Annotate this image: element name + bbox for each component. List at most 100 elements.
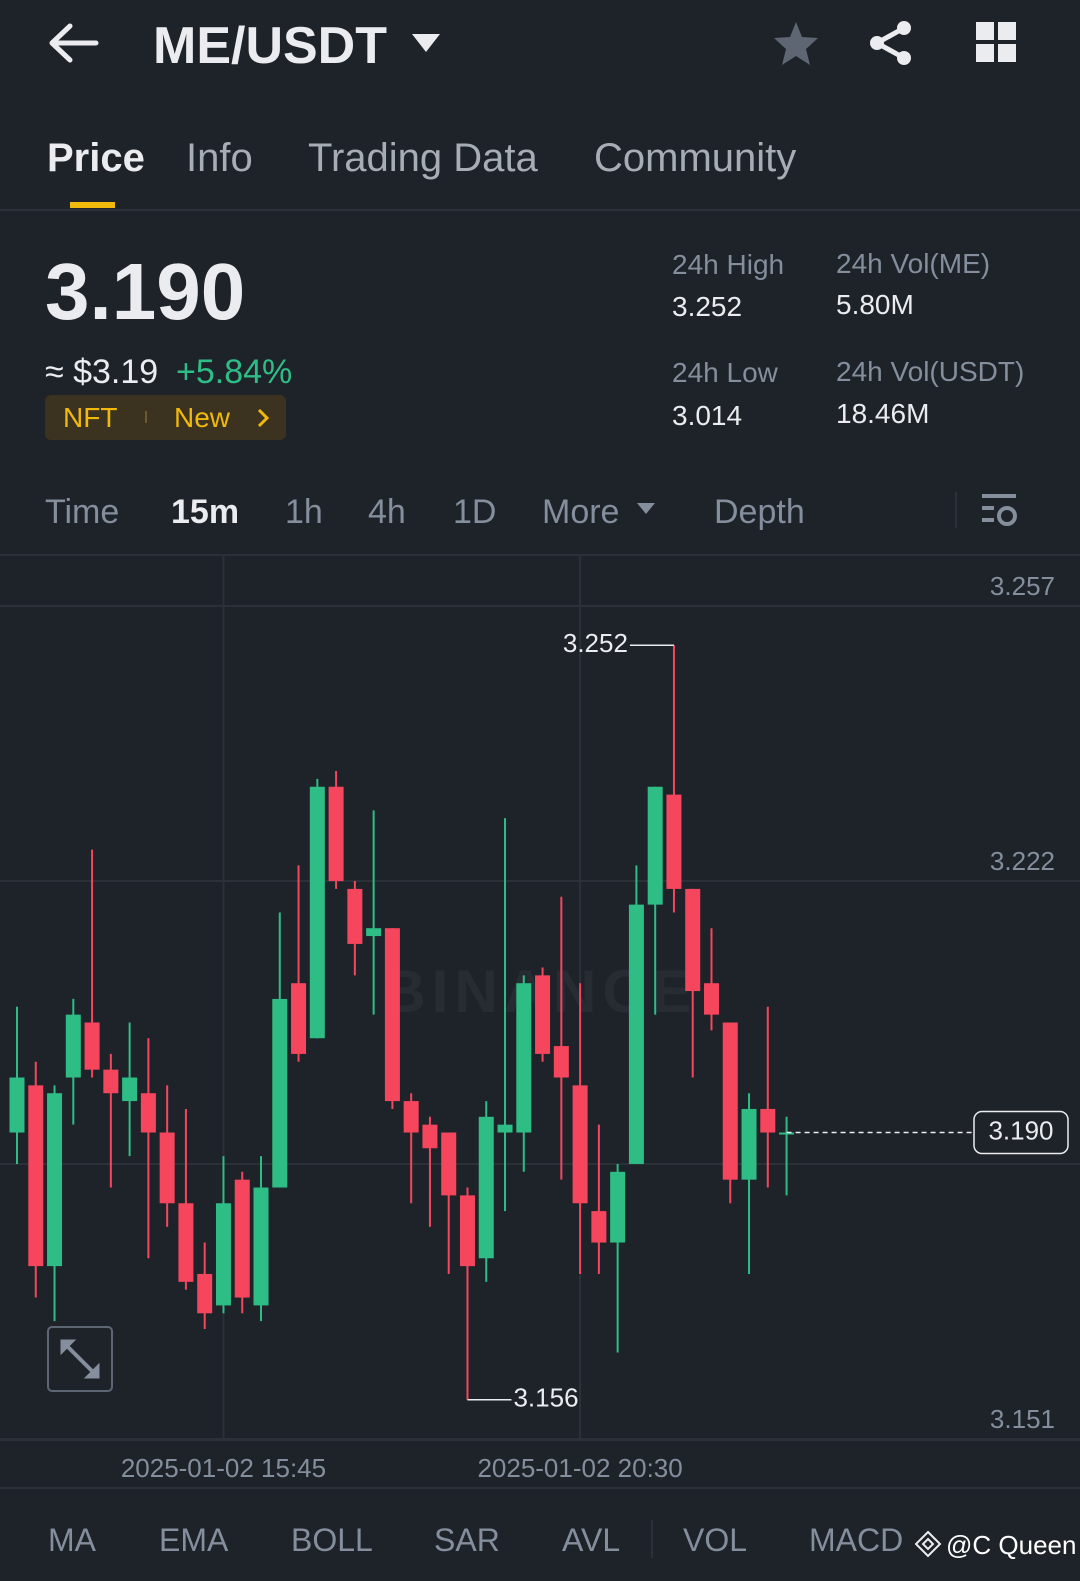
candle-body [628, 904, 644, 1164]
x-tick-label: 2025-01-02 20:30 [477, 1453, 682, 1483]
candle-body [741, 1108, 757, 1180]
candle-body [159, 1132, 175, 1204]
candle-body [291, 983, 307, 1054]
last-price-badge [973, 1110, 1069, 1155]
back-icon[interactable] [48, 22, 100, 64]
indicator[interactable]: BOLL [291, 1522, 373, 1558]
tab[interactable]: Info [186, 136, 253, 180]
stat-label: 24h Vol(ME) [836, 248, 991, 279]
candle-body [28, 1085, 44, 1267]
expand-button[interactable] [47, 1326, 113, 1392]
candle-body [535, 975, 551, 1054]
candle-body [47, 1093, 63, 1267]
candle-body [253, 1187, 269, 1306]
candle-body [403, 1101, 419, 1133]
candle-body [722, 1022, 738, 1180]
candle-body [234, 1179, 250, 1298]
stat-value: 3.014 [672, 400, 743, 431]
divider [0, 209, 1080, 211]
interval[interactable]: 15m [171, 493, 240, 531]
stat-value: 18.46M [836, 398, 930, 429]
interval[interactable]: Depth [714, 493, 805, 531]
divider [955, 492, 957, 528]
x-tick-label: 2025-01-02 15:45 [121, 1453, 326, 1483]
candle-body [779, 1132, 795, 1135]
tag-separator [145, 411, 147, 423]
credit: @C Queen [946, 1530, 1077, 1560]
candle-body [366, 928, 382, 937]
tab[interactable]: Trading Data [308, 136, 538, 180]
candle-body [685, 888, 701, 992]
candle-body [9, 1077, 25, 1133]
last-price: 3.190 [45, 247, 246, 336]
grid-icon[interactable] [976, 22, 1018, 64]
candle-body [666, 794, 682, 889]
candle-body [215, 1203, 231, 1306]
candle-body [422, 1124, 438, 1149]
indicator[interactable]: AVL [562, 1522, 621, 1558]
candle-body [610, 1171, 626, 1243]
interval[interactable]: 1h [285, 493, 323, 531]
tag[interactable]: New [174, 402, 231, 433]
candle-body [140, 1093, 156, 1133]
stat-label: 24h Low [672, 357, 778, 388]
candle-body [65, 1014, 81, 1078]
chevron [257, 408, 270, 428]
credit-logo [914, 1530, 942, 1558]
candle-body [441, 1132, 457, 1196]
tag-box[interactable] [45, 395, 286, 440]
interval[interactable]: More [542, 493, 620, 531]
pair-title[interactable]: ME/USDT [153, 17, 387, 75]
usd-price: ≈ $3.19 [45, 353, 159, 391]
candle-body [347, 888, 363, 944]
candle-body [328, 786, 344, 882]
indicator[interactable]: EMA [159, 1522, 229, 1558]
stat-value: 5.80M [836, 289, 914, 320]
divider [651, 1520, 653, 1558]
settings-icon[interactable] [980, 492, 1020, 530]
y-tick-label: 3.222 [990, 846, 1055, 876]
interval[interactable]: Time [45, 493, 120, 531]
candle-body [647, 786, 663, 905]
candle-body [384, 928, 400, 1102]
y-tick-label: 3.151 [990, 1404, 1055, 1434]
interval[interactable]: 4h [368, 493, 406, 531]
stat-label: 24h High [672, 249, 785, 280]
divider [0, 554, 1080, 556]
candle-body [178, 1203, 194, 1282]
tag[interactable]: NFT [63, 402, 118, 433]
candle-body [459, 1195, 475, 1267]
candle-body [591, 1211, 607, 1243]
candle-body [103, 1069, 119, 1094]
candle-body [572, 1085, 588, 1204]
candle-body [272, 998, 288, 1188]
candle-body [497, 1124, 513, 1133]
candle-body [309, 786, 325, 1039]
candle-body [122, 1077, 138, 1102]
tab-indicator [70, 202, 115, 208]
star-icon[interactable] [772, 20, 820, 68]
interval[interactable]: 1D [453, 493, 497, 531]
share-icon[interactable] [868, 20, 914, 66]
stat-value: 3.252 [672, 291, 743, 322]
indicator[interactable]: VOL [683, 1522, 748, 1558]
price-change: +5.84% [176, 353, 293, 391]
low-label: 3.156 [513, 1383, 578, 1413]
candle-body [84, 1022, 100, 1070]
indicator[interactable]: MA [48, 1522, 96, 1558]
indicator[interactable]: SAR [434, 1522, 500, 1558]
candle-body [703, 983, 719, 1015]
stat-label: 24h Vol(USDT) [836, 356, 1025, 387]
more-dropdown[interactable] [636, 502, 656, 516]
last-price-label: 3.190 [988, 1115, 1053, 1145]
indicator[interactable]: MACD [809, 1522, 904, 1558]
candle-body [760, 1108, 776, 1133]
tab[interactable]: Community [594, 136, 797, 180]
y-tick-label: 3.257 [990, 571, 1055, 601]
pair-dropdown[interactable] [410, 32, 442, 54]
candle-body [553, 1046, 569, 1078]
tab[interactable]: Price [47, 136, 145, 180]
